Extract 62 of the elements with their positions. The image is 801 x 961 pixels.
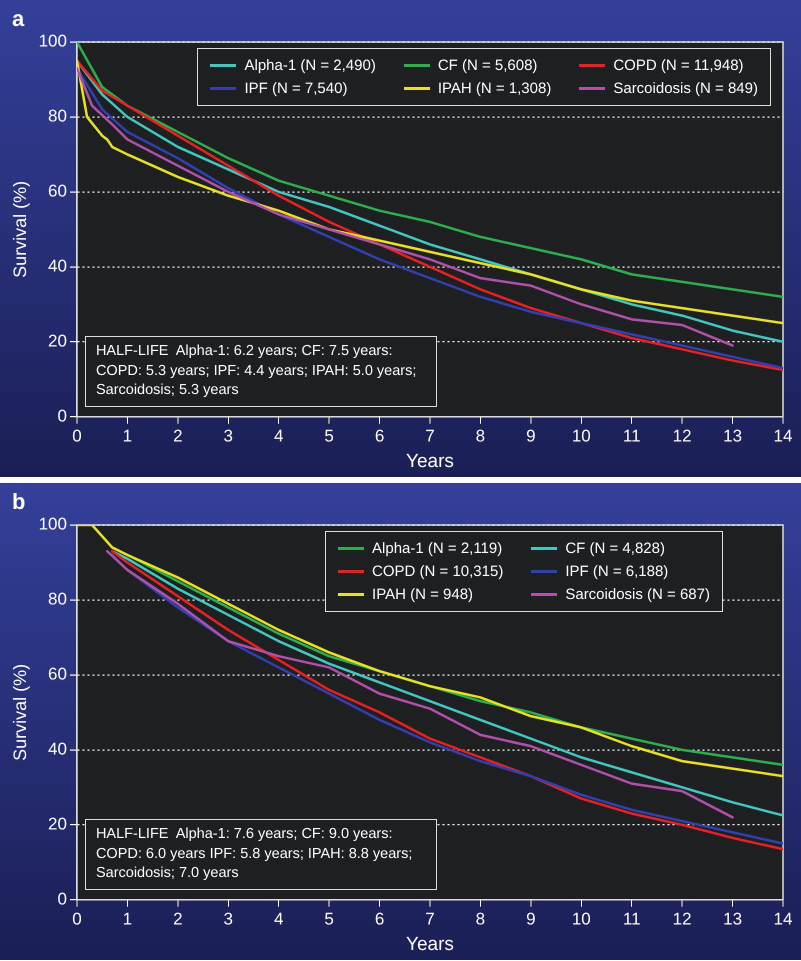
x-tick-label: 3 <box>224 910 233 929</box>
y-tick-label: 20 <box>48 814 67 834</box>
x-tick-label: 11 <box>622 426 641 446</box>
x-tick-label: 6 <box>374 910 384 929</box>
x-tick-label: 10 <box>572 910 591 929</box>
x-tick-label: 7 <box>425 910 435 929</box>
y-tick-label: 100 <box>38 32 67 51</box>
legend-label: Alpha-1 (N = 2,490) <box>244 57 376 74</box>
legend-label: IPAH (N = 948) <box>372 586 474 603</box>
legend-label: CF (N = 5,608) <box>438 57 538 74</box>
y-tick-label: 60 <box>48 664 67 684</box>
x-tick-label: 9 <box>526 426 536 446</box>
y-tick-label: 60 <box>48 182 67 201</box>
y-axis-title: Survival (%) <box>10 664 30 761</box>
x-tick-label: 12 <box>672 910 692 929</box>
x-tick-label: 10 <box>572 426 591 446</box>
x-tick-label: 2 <box>173 426 183 446</box>
x-axis-title: Years <box>406 450 454 472</box>
x-tick-label: 1 <box>122 910 132 929</box>
x-tick-label: 6 <box>374 426 384 446</box>
legend-label: IPAH (N = 1,308) <box>438 80 552 97</box>
x-tick-label: 14 <box>774 910 792 929</box>
x-tick-label: 4 <box>274 426 284 446</box>
x-tick-label: 13 <box>723 426 742 446</box>
x-tick-label: 7 <box>425 426 435 446</box>
x-tick-label: 8 <box>476 910 486 929</box>
legend-label: COPD (N = 10,315) <box>372 563 504 580</box>
y-tick-label: 80 <box>48 106 67 126</box>
x-tick-label: 5 <box>324 426 334 446</box>
chart-title: a <box>12 6 24 32</box>
legend-label: Sarcoidosis (N = 687) <box>565 586 710 603</box>
y-tick-label: 0 <box>57 889 67 908</box>
y-tick-label: 0 <box>57 406 67 426</box>
y-tick-label: 40 <box>48 256 67 276</box>
legend-label: IPF (N = 6,188) <box>565 563 668 580</box>
x-tick-label: 9 <box>526 910 536 929</box>
legend-label: CF (N = 4,828) <box>565 540 665 557</box>
x-tick-label: 2 <box>173 910 183 929</box>
x-tick-label: 14 <box>774 426 792 446</box>
legend-label: IPF (N = 7,540) <box>244 80 348 97</box>
x-tick-label: 11 <box>622 910 641 929</box>
annotation: HALF-LIFE Alpha-1: 7.6 years; CF: 9.0 years: COPD: 6.0 years IPF: 5.8 years; IPAH: 8.8 years; Sarcoidosis; 7.0 years <box>84 819 437 890</box>
y-axis-title: Survival (%) <box>10 180 30 278</box>
legend-label: COPD (N = 11,948) <box>613 57 744 74</box>
x-tick-label: 13 <box>723 910 742 929</box>
x-tick-label: 0 <box>72 910 82 929</box>
x-tick-label: 0 <box>72 426 82 446</box>
x-tick-label: 5 <box>324 910 334 929</box>
x-tick-label: 1 <box>122 426 132 446</box>
x-tick-label: 3 <box>224 426 233 446</box>
annotation: HALF-LIFE Alpha-1: 6.2 years; CF: 7.5 years: COPD: 5.3 years; IPF: 4.4 years; IPAH: 5.0 years; Sarcoidosis; 5.3 years <box>84 336 437 407</box>
x-tick-label: 4 <box>274 910 284 929</box>
chart-title: b <box>12 489 26 515</box>
x-axis-title: Years <box>406 934 454 955</box>
legend-label: Sarcoidosis (N = 849) <box>613 80 758 97</box>
y-tick-label: 100 <box>38 514 67 534</box>
legend-label: Alpha-1 (N = 2,119) <box>372 540 502 557</box>
x-tick-label: 12 <box>672 426 692 446</box>
y-tick-label: 40 <box>48 740 67 759</box>
y-tick-label: 80 <box>48 590 67 609</box>
y-tick-label: 20 <box>48 332 67 351</box>
x-tick-label: 8 <box>476 426 486 446</box>
